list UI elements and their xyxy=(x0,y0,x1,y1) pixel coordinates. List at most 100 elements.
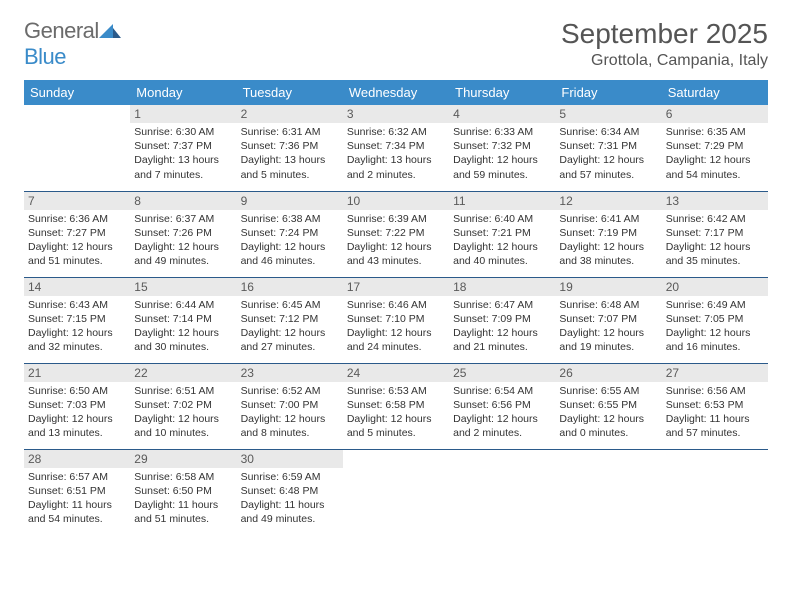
calendar-cell: 12Sunrise: 6:41 AMSunset: 7:19 PMDayligh… xyxy=(555,191,661,277)
sunrise-text: Sunrise: 6:30 AM xyxy=(134,125,232,139)
day-number: 28 xyxy=(24,450,130,468)
sunset-text: Sunset: 7:21 PM xyxy=(453,226,551,240)
sunset-text: Sunset: 6:48 PM xyxy=(241,484,339,498)
sunset-text: Sunset: 6:51 PM xyxy=(28,484,126,498)
day-details: Sunrise: 6:47 AMSunset: 7:09 PMDaylight:… xyxy=(453,298,551,355)
sunset-text: Sunset: 7:10 PM xyxy=(347,312,445,326)
dow-sunday: Sunday xyxy=(24,80,130,105)
sunset-text: Sunset: 7:29 PM xyxy=(666,139,764,153)
sunrise-text: Sunrise: 6:58 AM xyxy=(134,470,232,484)
calendar-cell xyxy=(449,449,555,535)
day-number: 4 xyxy=(449,105,555,123)
sunset-text: Sunset: 7:05 PM xyxy=(666,312,764,326)
calendar-week: 7Sunrise: 6:36 AMSunset: 7:27 PMDaylight… xyxy=(24,191,768,277)
sunset-text: Sunset: 7:17 PM xyxy=(666,226,764,240)
daylight-text: Daylight: 13 hours and 7 minutes. xyxy=(134,153,232,181)
daylight-text: Daylight: 12 hours and 54 minutes. xyxy=(666,153,764,181)
day-number: 18 xyxy=(449,278,555,296)
sunset-text: Sunset: 7:07 PM xyxy=(559,312,657,326)
calendar-cell: 18 Sunrise: 6:47 AMSunset: 7:09 PMDayligh… xyxy=(449,277,555,363)
sunset-text: Sunset: 7:37 PM xyxy=(134,139,232,153)
calendar-cell: 13Sunrise: 6:42 AMSunset: 7:17 PMDayligh… xyxy=(662,191,768,277)
daylight-text: Daylight: 12 hours and 27 minutes. xyxy=(241,326,339,354)
day-number: 30 xyxy=(237,450,343,468)
location-text: Grottola, Campania, Italy xyxy=(561,52,768,70)
daylight-text: Daylight: 12 hours and 24 minutes. xyxy=(347,326,445,354)
sunset-text: Sunset: 6:56 PM xyxy=(453,398,551,412)
sunrise-text: Sunrise: 6:38 AM xyxy=(241,212,339,226)
sunrise-text: Sunrise: 6:57 AM xyxy=(28,470,126,484)
title-block: September 2025 Grottola, Campania, Italy xyxy=(561,18,768,70)
sunset-text: Sunset: 7:34 PM xyxy=(347,139,445,153)
sunset-text: Sunset: 7:22 PM xyxy=(347,226,445,240)
sunrise-text: Sunrise: 6:47 AM xyxy=(453,298,551,312)
sunrise-text: Sunrise: 6:34 AM xyxy=(559,125,657,139)
day-number: 14 xyxy=(24,278,130,296)
day-details: Sunrise: 6:59 AMSunset: 6:48 PMDaylight:… xyxy=(241,470,339,527)
sunset-text: Sunset: 7:09 PM xyxy=(453,312,551,326)
day-details: Sunrise: 6:36 AMSunset: 7:27 PMDaylight:… xyxy=(28,212,126,269)
day-of-week-row: Sunday Monday Tuesday Wednesday Thursday… xyxy=(24,80,768,105)
daylight-text: Daylight: 12 hours and 10 minutes. xyxy=(134,412,232,440)
sunset-text: Sunset: 7:03 PM xyxy=(28,398,126,412)
daylight-text: Daylight: 12 hours and 32 minutes. xyxy=(28,326,126,354)
day-number: 3 xyxy=(343,105,449,123)
daylight-text: Daylight: 13 hours and 5 minutes. xyxy=(241,153,339,181)
daylight-text: Daylight: 12 hours and 5 minutes. xyxy=(347,412,445,440)
calendar-cell: 2Sunrise: 6:31 AMSunset: 7:36 PMDaylight… xyxy=(237,105,343,191)
brand-triangle-icon xyxy=(99,18,121,44)
sunrise-text: Sunrise: 6:54 AM xyxy=(453,384,551,398)
day-details: Sunrise: 6:32 AMSunset: 7:34 PMDaylight:… xyxy=(347,125,445,182)
day-number: 29 xyxy=(130,450,236,468)
sunrise-text: Sunrise: 6:36 AM xyxy=(28,212,126,226)
calendar-cell: 28Sunrise: 6:57 AMSunset: 6:51 PMDayligh… xyxy=(24,449,130,535)
day-number: 10 xyxy=(343,192,449,210)
sunset-text: Sunset: 6:50 PM xyxy=(134,484,232,498)
sunset-text: Sunset: 7:14 PM xyxy=(134,312,232,326)
sunrise-text: Sunrise: 6:33 AM xyxy=(453,125,551,139)
sunset-text: Sunset: 7:26 PM xyxy=(134,226,232,240)
calendar-cell: 4Sunrise: 6:33 AMSunset: 7:32 PMDaylight… xyxy=(449,105,555,191)
brand-name-gray: General xyxy=(24,18,99,43)
dow-thursday: Thursday xyxy=(449,80,555,105)
calendar-cell xyxy=(555,449,661,535)
day-number: 23 xyxy=(237,364,343,382)
day-details: Sunrise: 6:56 AMSunset: 6:53 PMDaylight:… xyxy=(666,384,764,441)
daylight-text: Daylight: 12 hours and 0 minutes. xyxy=(559,412,657,440)
sunset-text: Sunset: 7:02 PM xyxy=(134,398,232,412)
sunrise-text: Sunrise: 6:41 AM xyxy=(559,212,657,226)
calendar-cell: 25Sunrise: 6:54 AMSunset: 6:56 PMDayligh… xyxy=(449,363,555,449)
month-title: September 2025 xyxy=(561,18,768,50)
sunrise-text: Sunrise: 6:46 AM xyxy=(347,298,445,312)
daylight-text: Daylight: 12 hours and 46 minutes. xyxy=(241,240,339,268)
day-details: Sunrise: 6:45 AMSunset: 7:12 PMDaylight:… xyxy=(241,298,339,355)
sunrise-text: Sunrise: 6:49 AM xyxy=(666,298,764,312)
sunset-text: Sunset: 6:53 PM xyxy=(666,398,764,412)
day-number: 24 xyxy=(343,364,449,382)
sunrise-text: Sunrise: 6:37 AM xyxy=(134,212,232,226)
sunset-text: Sunset: 7:12 PM xyxy=(241,312,339,326)
sunrise-text: Sunrise: 6:53 AM xyxy=(347,384,445,398)
day-details: Sunrise: 6:51 AMSunset: 7:02 PMDaylight:… xyxy=(134,384,232,441)
calendar-cell: 11Sunrise: 6:40 AMSunset: 7:21 PMDayligh… xyxy=(449,191,555,277)
day-number: 27 xyxy=(662,364,768,382)
day-details: Sunrise: 6:34 AMSunset: 7:31 PMDaylight:… xyxy=(559,125,657,182)
day-number: 6 xyxy=(662,105,768,123)
day-details: Sunrise: 6:42 AMSunset: 7:17 PMDaylight:… xyxy=(666,212,764,269)
day-details: Sunrise: 6:35 AMSunset: 7:29 PMDaylight:… xyxy=(666,125,764,182)
day-number: 22 xyxy=(130,364,236,382)
day-details: Sunrise: 6:37 AMSunset: 7:26 PMDaylight:… xyxy=(134,212,232,269)
sunrise-text: Sunrise: 6:50 AM xyxy=(28,384,126,398)
dow-tuesday: Tuesday xyxy=(237,80,343,105)
calendar-cell: 10Sunrise: 6:39 AMSunset: 7:22 PMDayligh… xyxy=(343,191,449,277)
brand-name-blue: Blue xyxy=(24,44,66,69)
day-number: 5 xyxy=(555,105,661,123)
sunrise-text: Sunrise: 6:55 AM xyxy=(559,384,657,398)
daylight-text: Daylight: 12 hours and 19 minutes. xyxy=(559,326,657,354)
day-details: Sunrise: 6:48 AMSunset: 7:07 PMDaylight:… xyxy=(559,298,657,355)
day-number: 26 xyxy=(555,364,661,382)
calendar-cell: 19Sunrise: 6:48 AMSunset: 7:07 PMDayligh… xyxy=(555,277,661,363)
calendar-cell: 26Sunrise: 6:55 AMSunset: 6:55 PMDayligh… xyxy=(555,363,661,449)
calendar-week: 1Sunrise: 6:30 AMSunset: 7:37 PMDaylight… xyxy=(24,105,768,191)
sunrise-text: Sunrise: 6:43 AM xyxy=(28,298,126,312)
